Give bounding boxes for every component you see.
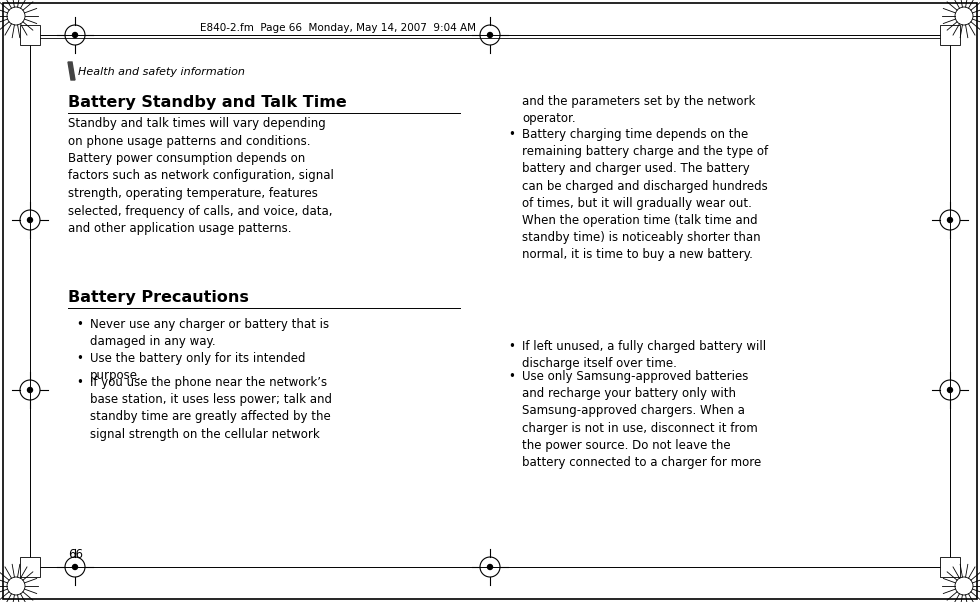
Text: Battery charging time depends on the
remaining battery charge and the type of
ba: Battery charging time depends on the rem… xyxy=(522,128,768,261)
Bar xyxy=(20,557,40,577)
Circle shape xyxy=(948,217,953,223)
Text: 66: 66 xyxy=(68,548,83,561)
Text: If left unused, a fully charged battery will
discharge itself over time.: If left unused, a fully charged battery … xyxy=(522,340,766,370)
Text: Battery Precautions: Battery Precautions xyxy=(68,290,249,305)
Text: •: • xyxy=(508,370,514,383)
Text: Health and safety information: Health and safety information xyxy=(78,67,245,77)
Text: •: • xyxy=(76,318,83,331)
Bar xyxy=(940,557,960,577)
Text: Standby and talk times will vary depending
on phone usage patterns and condition: Standby and talk times will vary dependi… xyxy=(68,117,334,235)
Circle shape xyxy=(487,33,493,37)
Text: Battery Standby and Talk Time: Battery Standby and Talk Time xyxy=(68,95,347,110)
Text: If you use the phone near the network’s
base station, it uses less power; talk a: If you use the phone near the network’s … xyxy=(90,376,332,441)
Circle shape xyxy=(487,565,493,569)
Text: •: • xyxy=(76,352,83,365)
Bar xyxy=(940,25,960,45)
Text: Never use any charger or battery that is
damaged in any way.: Never use any charger or battery that is… xyxy=(90,318,329,348)
Circle shape xyxy=(948,388,953,393)
Polygon shape xyxy=(68,62,75,80)
Text: Use the battery only for its intended
purpose.: Use the battery only for its intended pu… xyxy=(90,352,306,382)
Text: and the parameters set by the network
operator.: and the parameters set by the network op… xyxy=(522,95,756,125)
Text: •: • xyxy=(508,128,514,141)
Bar xyxy=(20,25,40,45)
Circle shape xyxy=(27,388,32,393)
Circle shape xyxy=(73,565,77,569)
Circle shape xyxy=(73,33,77,37)
Text: E840-2.fm  Page 66  Monday, May 14, 2007  9:04 AM: E840-2.fm Page 66 Monday, May 14, 2007 9… xyxy=(200,23,476,33)
Text: •: • xyxy=(76,376,83,389)
Text: •: • xyxy=(508,340,514,353)
Text: Use only Samsung-approved batteries
and recharge your battery only with
Samsung-: Use only Samsung-approved batteries and … xyxy=(522,370,761,469)
Circle shape xyxy=(27,217,32,223)
